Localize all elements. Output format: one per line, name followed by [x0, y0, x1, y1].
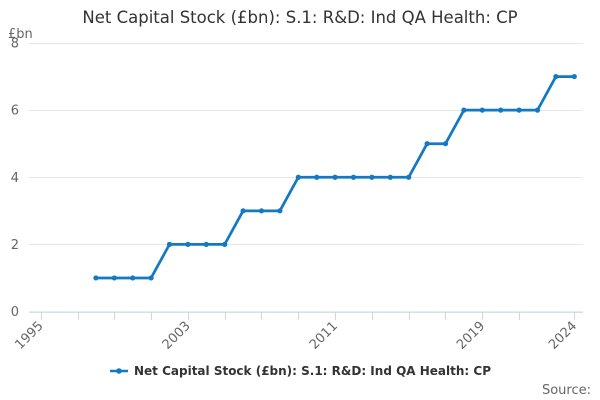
data-point-marker[interactable]: [350, 174, 357, 180]
chart-title: Net Capital Stock (£bn): S.1: R&D: Ind Q…: [82, 8, 518, 27]
data-point-marker[interactable]: [553, 73, 559, 80]
y-axis-unit-label: £bn: [8, 27, 33, 42]
data-point-marker[interactable]: [516, 107, 522, 113]
data-point-marker[interactable]: [258, 208, 265, 214]
data-point-marker[interactable]: [442, 141, 449, 147]
data-point-marker[interactable]: [148, 275, 154, 281]
data-point-marker[interactable]: [240, 208, 246, 214]
legend-item[interactable]: Net Capital Stock (£bn): S.1: R&D: Ind Q…: [109, 364, 491, 378]
data-point-marker[interactable]: [571, 73, 577, 80]
data-point-marker[interactable]: [111, 275, 117, 281]
data-point-marker[interactable]: [166, 241, 173, 247]
x-axis-tick-label: 2024: [546, 319, 580, 353]
y-axis-tick-label: 6: [11, 104, 19, 119]
source-label: Source:: [541, 383, 591, 398]
y-axis-tick-label: 4: [11, 171, 19, 186]
x-axis-tick-label: 2011: [307, 319, 341, 353]
data-point-marker[interactable]: [332, 174, 338, 180]
data-point-marker[interactable]: [498, 107, 504, 113]
x-axis-tick-label: 2019: [454, 319, 488, 353]
data-point-marker[interactable]: [461, 107, 467, 113]
data-point-marker[interactable]: [185, 241, 191, 247]
data-point-marker[interactable]: [424, 141, 430, 147]
y-axis-tick-label: 8: [11, 37, 19, 52]
data-point-marker[interactable]: [369, 174, 375, 180]
data-point-marker[interactable]: [203, 241, 209, 247]
data-point-marker[interactable]: [534, 107, 541, 113]
legend: Net Capital Stock (£bn): S.1: R&D: Ind Q…: [0, 364, 600, 378]
data-point-marker[interactable]: [295, 174, 301, 180]
y-axis-tick-label: 2: [11, 238, 19, 253]
data-point-marker[interactable]: [93, 275, 99, 281]
plot-area: 0 2 4 6 8 1995 2003 2011 2019 2024: [11, 37, 583, 353]
legend-marker-icon: [109, 368, 128, 374]
data-point-marker[interactable]: [130, 275, 136, 281]
data-point-marker[interactable]: [387, 174, 393, 180]
data-point-marker[interactable]: [277, 208, 283, 214]
x-axis-tick-label: 2003: [160, 319, 194, 353]
data-point-marker[interactable]: [479, 107, 485, 113]
data-point-marker[interactable]: [406, 174, 412, 180]
data-point-marker[interactable]: [222, 241, 228, 247]
x-axis-tick-label: 1995: [13, 319, 47, 353]
data-point-marker[interactable]: [314, 174, 320, 180]
y-axis-tick-label: 0: [11, 305, 19, 320]
legend-item-label: Net Capital Stock (£bn): S.1: R&D: Ind Q…: [133, 364, 491, 378]
